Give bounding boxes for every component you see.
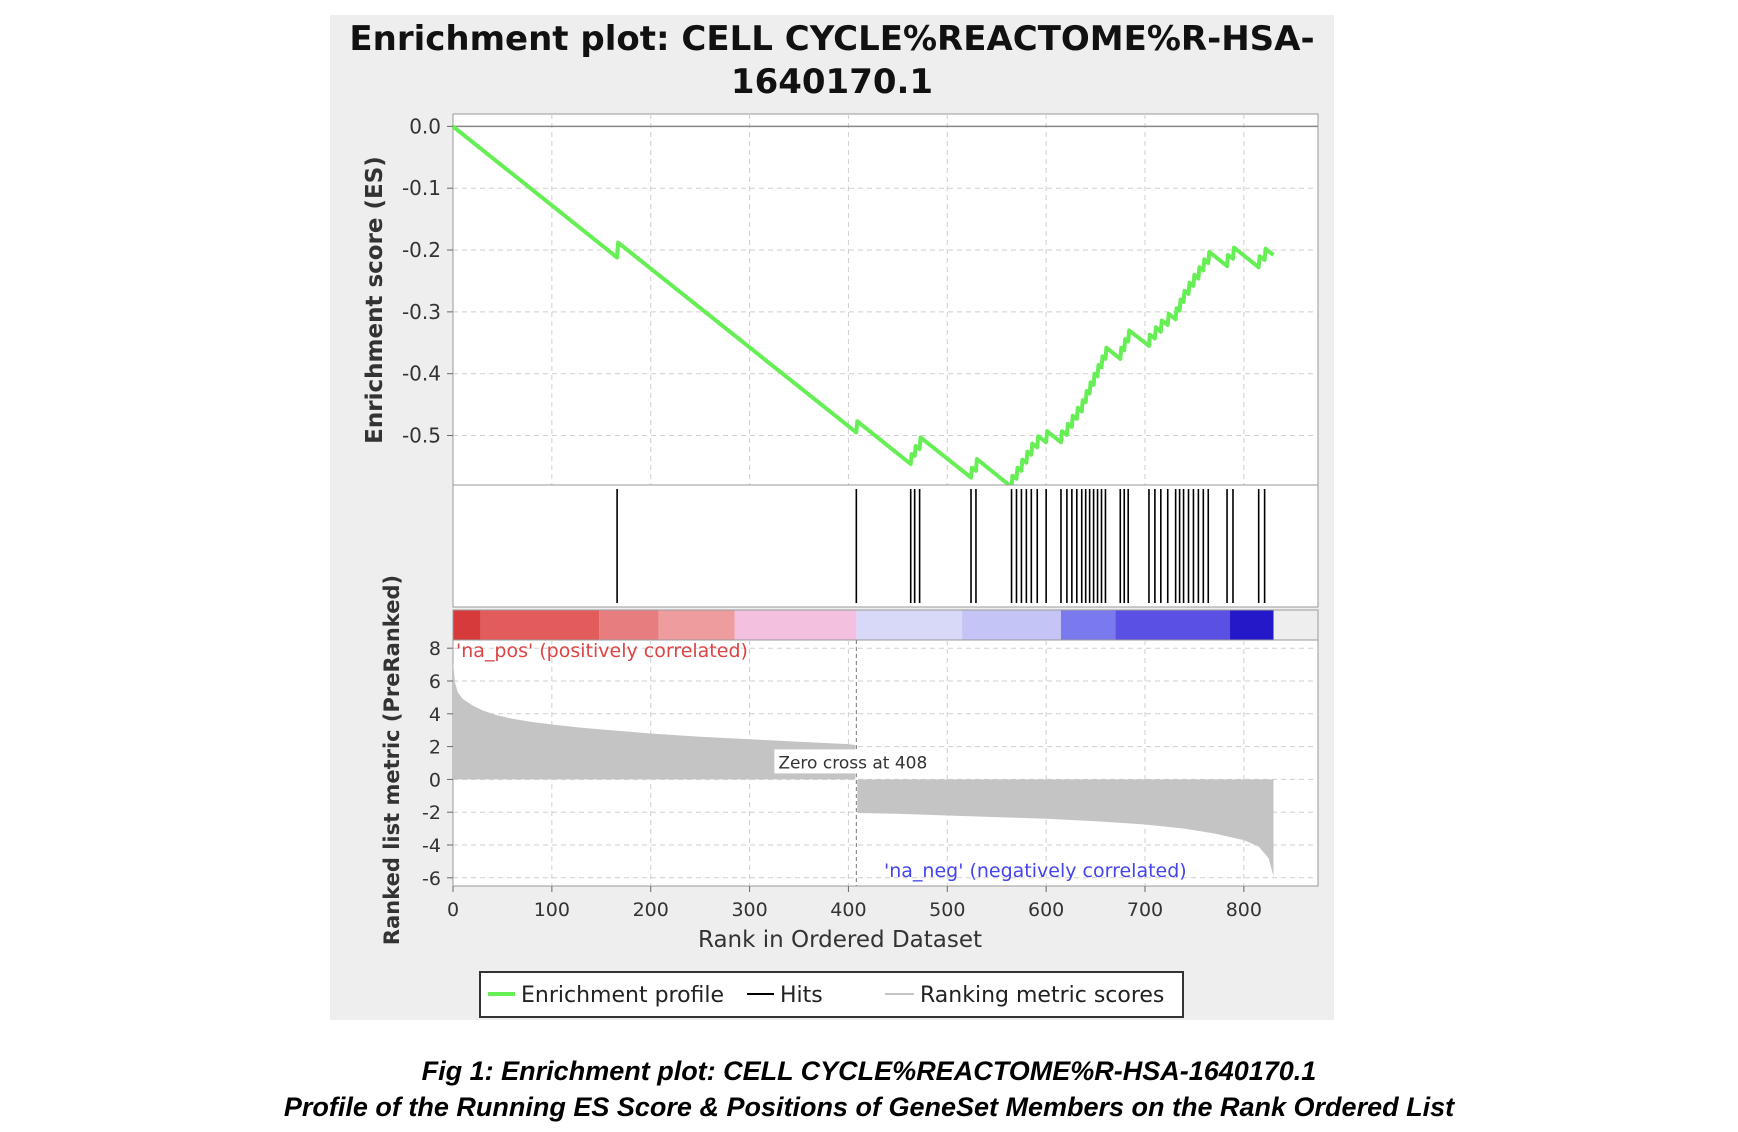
- color-bar-segment: [962, 610, 1061, 640]
- legend-es-label: Enrichment profile: [521, 983, 724, 1008]
- es-y-tick-label: -0.1: [402, 176, 441, 200]
- positive-correlation-label: 'na_pos' (positively correlated): [456, 640, 748, 662]
- x-tick-label: 200: [633, 899, 669, 921]
- color-bar-segment: [658, 610, 735, 640]
- metric-area: [453, 661, 1274, 877]
- es-grid: [453, 114, 1318, 485]
- es-y-tick-label: 0.0: [409, 114, 441, 138]
- zero-cross-label-background: [774, 749, 939, 774]
- x-tick-label: 300: [731, 899, 767, 921]
- x-tick-label: 500: [929, 899, 965, 921]
- x-tick-label: 0: [447, 899, 459, 921]
- zero-cross-label: Zero cross at 408: [778, 753, 927, 773]
- hits-plot-area: [452, 484, 1319, 608]
- metric-y-tick-label: -6: [422, 868, 441, 890]
- metric-panel: Zero cross at 408 'na_pos' (positively c…: [380, 575, 1319, 945]
- x-tick-label: 100: [534, 899, 570, 921]
- metric-y-tick-label: 4: [429, 704, 441, 726]
- x-tick-label: 800: [1226, 899, 1262, 921]
- legend-box: [479, 971, 1184, 1018]
- metric-y-tick-label: 8: [429, 638, 441, 660]
- legend: Enrichment profile Hits Ranking metric s…: [479, 971, 1184, 1018]
- color-bar-segment: [1115, 610, 1231, 640]
- hits-lines: [616, 489, 1266, 603]
- metric-y-axis-label: Ranked list metric (PreRanked): [380, 575, 404, 945]
- x-axis: 0 100 200 300 400 500 600 700 800: [447, 886, 1262, 921]
- rank-color-bar: [452, 609, 1319, 641]
- figure-caption-title: Fig 1: Enrichment plot: CELL CYCLE%REACT…: [421, 1056, 1317, 1086]
- color-bar-segment: [480, 610, 600, 640]
- figure-caption-subtitle: Profile of the Running ES Score & Positi…: [283, 1092, 1455, 1122]
- es-plot-area: [452, 113, 1319, 486]
- metric-y-tick-label: -4: [422, 835, 441, 857]
- es-line: [451, 124, 1275, 489]
- es-y-tick-label: -0.2: [402, 238, 441, 262]
- hits-panel: [452, 484, 1319, 608]
- legend-hits-label: Hits: [780, 983, 823, 1008]
- x-axis-label: Rank in Ordered Dataset: [698, 927, 982, 953]
- legend-metric-label: Ranking metric scores: [920, 983, 1164, 1008]
- x-tick-label: 600: [1028, 899, 1064, 921]
- chart-title-line1: Enrichment plot: CELL CYCLE%REACTOME%R-H…: [349, 19, 1314, 59]
- es-panel: 0.0 -0.1 -0.2 -0.3 -0.4 -0.5 Enrichment score…: [362, 113, 1319, 489]
- chart-title-line2: 1640170.1: [731, 62, 933, 102]
- color-bar-segment: [1060, 610, 1116, 640]
- color-bar-segment: [734, 610, 857, 640]
- metric-y-tick-label: 2: [429, 737, 441, 759]
- es-y-tick-label: -0.5: [402, 424, 441, 448]
- negative-correlation-label: 'na_neg' (negatively correlated): [884, 860, 1187, 882]
- metric-y-tick-label: -2: [422, 802, 441, 824]
- metric-y-tick-label: 6: [429, 671, 441, 693]
- es-y-tick-label: -0.4: [402, 362, 441, 386]
- color-bar-segment: [856, 610, 963, 640]
- es-y-axis-label: Enrichment score (ES): [362, 156, 388, 444]
- x-tick-label: 700: [1127, 899, 1163, 921]
- color-bar-segment: [599, 610, 659, 640]
- metric-y-tick-label: 0: [429, 769, 441, 791]
- es-y-tick-label: -0.3: [402, 300, 441, 324]
- x-tick-label: 400: [830, 899, 866, 921]
- color-bar-segment: [453, 610, 481, 640]
- metric-y-ticks: 8 6 4 2 0 -2 -4 -6: [422, 638, 453, 890]
- color-bar-segment: [1230, 610, 1274, 640]
- es-y-ticks: 0.0 -0.1 -0.2 -0.3 -0.4 -0.5: [402, 114, 453, 448]
